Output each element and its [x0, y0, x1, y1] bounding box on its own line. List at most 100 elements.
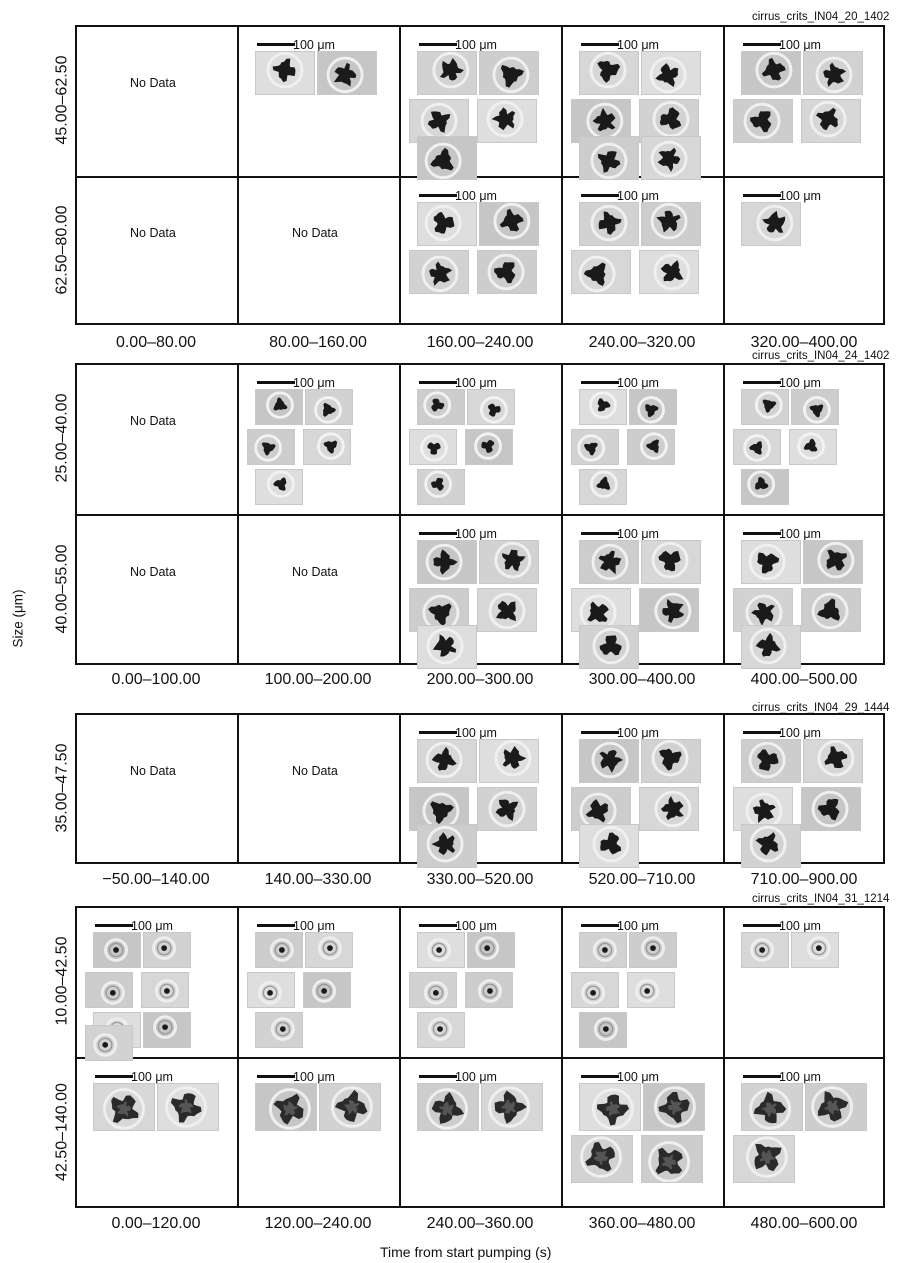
time-bin-label: 360.00–480.00	[588, 1215, 696, 1232]
time-bin-label: 330.00–520.00	[426, 871, 534, 888]
scale-bar	[581, 381, 619, 384]
particle-image	[803, 540, 863, 584]
scale-bar	[581, 43, 619, 46]
size-bin-label: 10.00–42.50	[53, 936, 70, 1025]
particle-image	[641, 51, 701, 95]
cell: No Data	[237, 713, 399, 864]
particle-image	[641, 202, 701, 246]
particle-image	[255, 932, 303, 968]
particle-image	[479, 540, 539, 584]
particle-image	[741, 540, 801, 584]
grid-divider	[237, 715, 239, 862]
cell: 100 μm	[723, 514, 885, 669]
scale-bar	[419, 381, 457, 384]
particle-image	[801, 588, 861, 632]
time-bin-label: 0.00–100.00	[111, 671, 201, 688]
particle-image	[579, 1083, 641, 1131]
particle-image	[417, 1083, 479, 1131]
particle-image	[93, 932, 141, 968]
particle-image	[417, 739, 477, 783]
cell: No Data	[237, 514, 399, 665]
time-bin-label: −50.00–140.00	[102, 871, 210, 888]
time-bin-label: 400.00–500.00	[750, 671, 858, 688]
particle-image	[579, 540, 639, 584]
scale-bar-label: 100 μm	[779, 376, 821, 390]
scale-bar	[581, 532, 619, 535]
time-bin-label: 140.00–330.00	[264, 871, 372, 888]
cell: No Data	[75, 514, 237, 665]
scale-bar-label: 100 μm	[779, 189, 821, 203]
scale-bar-label: 100 μm	[131, 919, 173, 933]
grid-divider	[77, 514, 883, 516]
particle-image	[733, 588, 793, 632]
scale-bar-label: 100 μm	[617, 38, 659, 52]
particle-image	[805, 1083, 867, 1131]
size-bin-label: 25.00–40.00	[53, 393, 70, 482]
particle-image	[627, 429, 675, 465]
cell: 100 μm	[723, 906, 885, 1057]
particle-image	[477, 588, 537, 632]
y-axis-label: Size (μm)	[10, 589, 26, 648]
particle-image	[579, 625, 639, 669]
scale-bar-label: 100 μm	[455, 527, 497, 541]
scale-bar	[581, 924, 619, 927]
particle-image	[639, 250, 699, 294]
scale-bar	[581, 1075, 619, 1078]
particle-image	[639, 787, 699, 831]
no-data-label: No Data	[292, 225, 338, 240]
particle-image	[627, 972, 675, 1008]
time-bin-label: 80.00–160.00	[269, 334, 367, 351]
particle-image	[579, 51, 639, 95]
scale-bar-label: 100 μm	[293, 919, 335, 933]
panel-title: cirrus_crits_IN04_29_1444	[752, 702, 890, 714]
no-data-label: No Data	[130, 75, 176, 90]
scale-bar-label: 100 μm	[455, 38, 497, 52]
scale-bar	[257, 381, 295, 384]
scale-bar-label: 100 μm	[617, 726, 659, 740]
particle-image	[417, 1012, 465, 1048]
particle-image	[741, 389, 789, 425]
particle-image	[629, 389, 677, 425]
particle-image	[417, 932, 465, 968]
particle-image	[317, 51, 377, 95]
particle-image	[143, 1012, 191, 1048]
scale-bar	[419, 194, 457, 197]
scale-bar	[743, 1075, 781, 1078]
particle-image	[417, 51, 477, 95]
scale-bar	[257, 924, 295, 927]
grid-divider	[399, 715, 401, 862]
cell: 100 μm	[75, 906, 237, 1061]
cell: 100 μm	[399, 906, 561, 1057]
particle-image	[801, 99, 861, 143]
cell: 100 μm	[561, 906, 723, 1057]
particle-image	[579, 136, 639, 180]
scale-bar-label: 100 μm	[617, 189, 659, 203]
scale-bar-label: 100 μm	[131, 1070, 173, 1084]
particle-image	[247, 972, 295, 1008]
particle-image	[409, 972, 457, 1008]
particle-image	[303, 972, 351, 1008]
scale-bar	[743, 194, 781, 197]
particle-image	[639, 99, 699, 143]
cell: No Data	[237, 176, 399, 325]
scale-bar	[743, 532, 781, 535]
particle-image	[479, 51, 539, 95]
particle-image	[579, 739, 639, 783]
time-bin-label: 300.00–400.00	[588, 671, 696, 688]
particle-image	[247, 429, 295, 465]
grid-divider	[561, 27, 563, 323]
scale-bar-label: 100 μm	[617, 919, 659, 933]
scale-bar-label: 100 μm	[779, 527, 821, 541]
cell: 100 μm	[561, 713, 723, 868]
cell: 100 μm	[561, 363, 723, 514]
time-bin-label: 0.00–80.00	[115, 334, 197, 351]
grid-divider	[77, 1057, 883, 1059]
scale-bar	[581, 731, 619, 734]
particle-image	[571, 250, 631, 294]
particle-image	[143, 932, 191, 968]
particle-image	[465, 972, 513, 1008]
scale-bar	[419, 731, 457, 734]
scale-bar	[743, 43, 781, 46]
scale-bar-label: 100 μm	[455, 376, 497, 390]
particle-image	[93, 1083, 155, 1131]
